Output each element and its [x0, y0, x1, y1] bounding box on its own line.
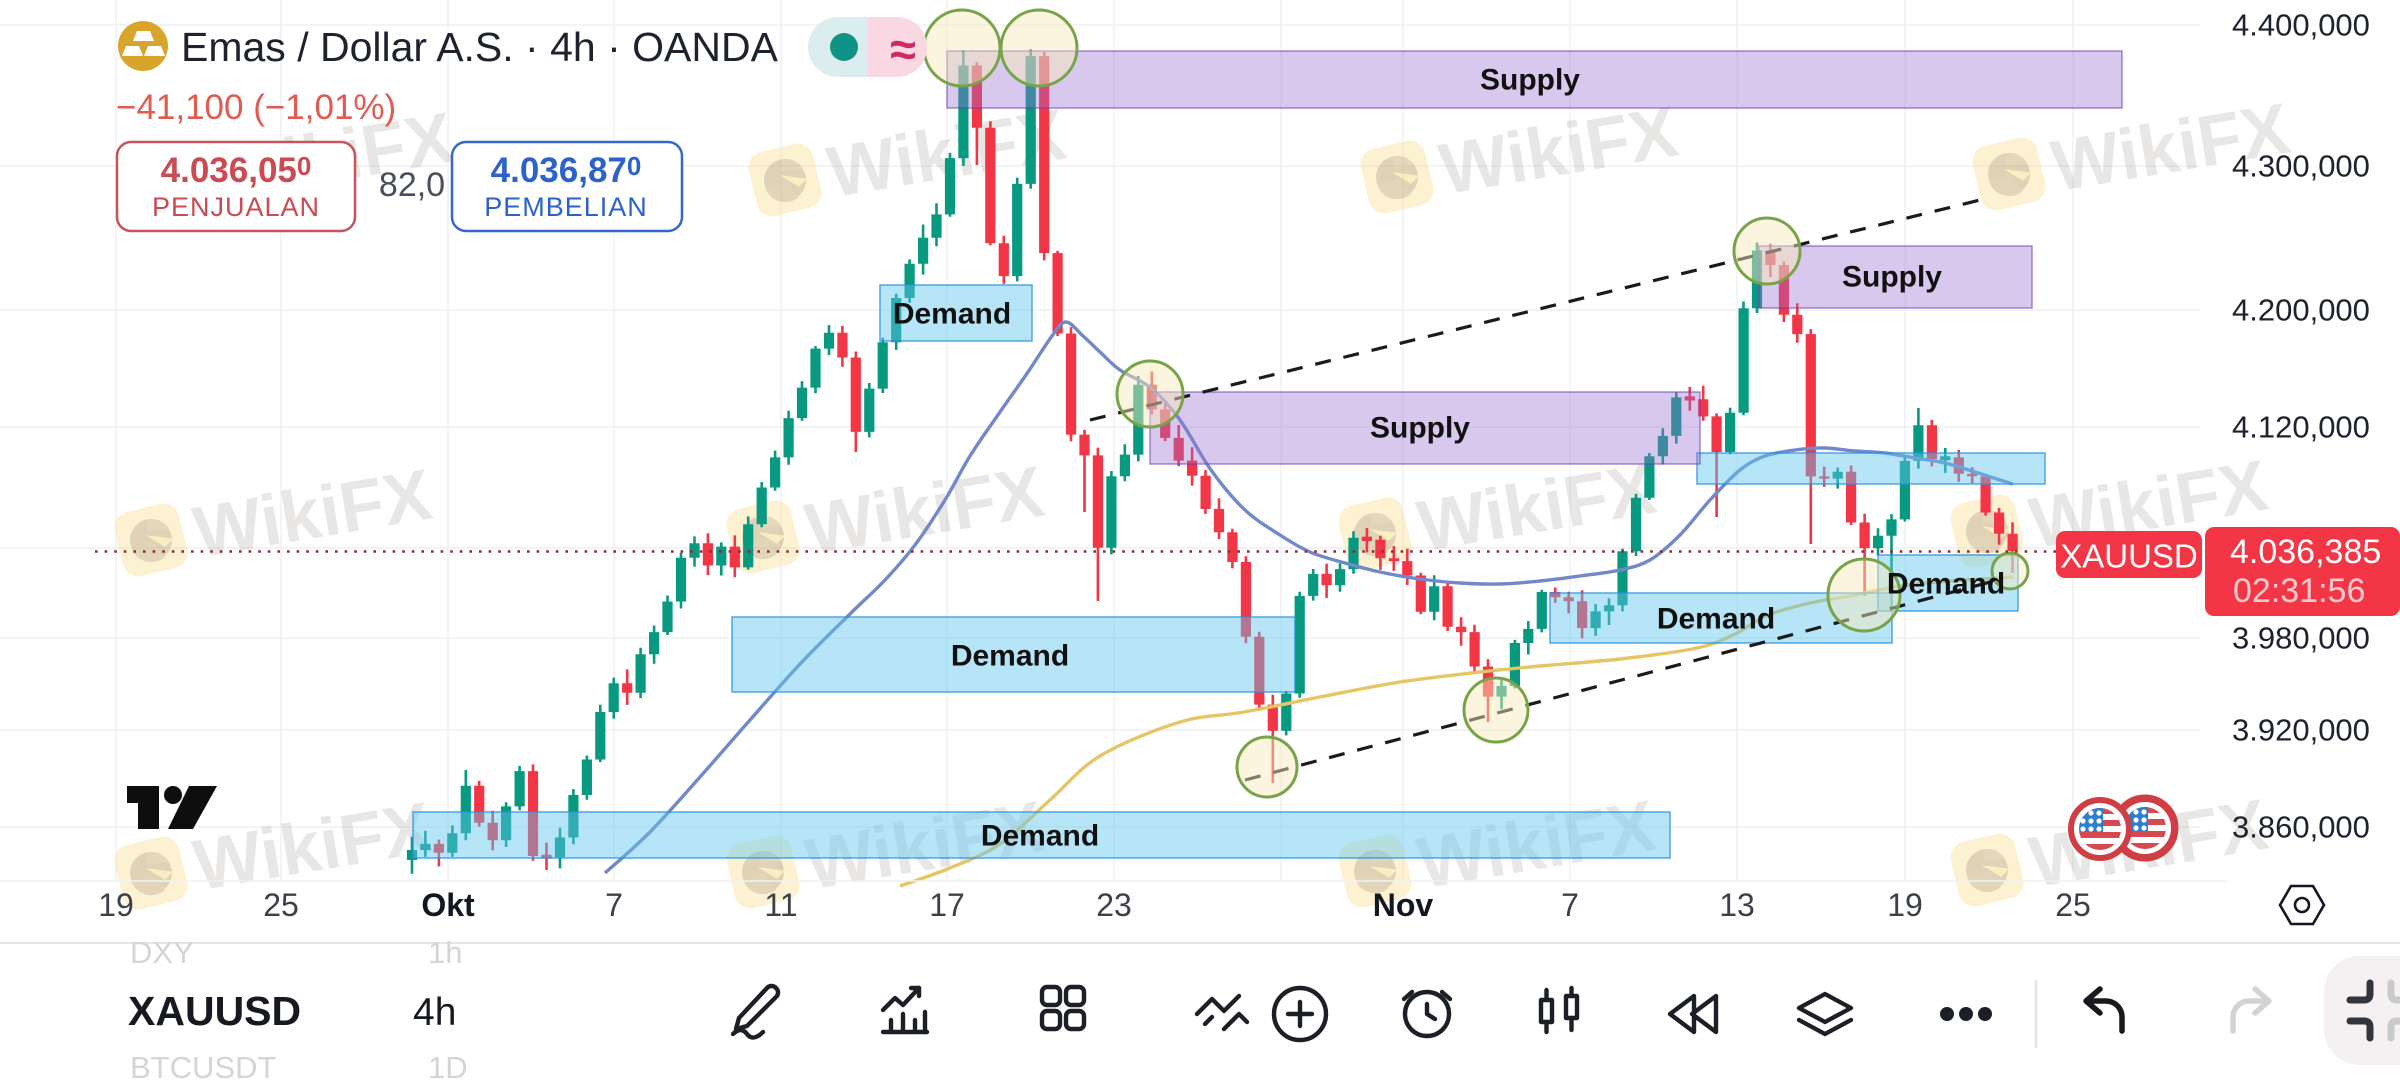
svg-text:13: 13: [1719, 887, 1755, 923]
svg-text:3.860,000: 3.860,000: [2232, 810, 2370, 845]
svg-text:25: 25: [263, 887, 299, 923]
svg-text:4.400,000: 4.400,000: [2232, 8, 2370, 43]
svg-text:82,0: 82,0: [379, 166, 445, 204]
svg-text:3.980,000: 3.980,000: [2232, 621, 2370, 656]
svg-text:4.036,050: 4.036,050: [161, 151, 312, 190]
svg-text:Demand: Demand: [981, 820, 1099, 853]
svg-text:1D: 1D: [428, 1050, 468, 1080]
svg-text:Demand: Demand: [893, 298, 1011, 331]
svg-text:4h: 4h: [413, 991, 456, 1034]
svg-text:4.036,870: 4.036,870: [491, 151, 642, 190]
svg-text:4.036,385: 4.036,385: [2230, 533, 2381, 571]
svg-text:Nov: Nov: [1373, 887, 1434, 923]
svg-text:Demand: Demand: [951, 640, 1069, 673]
svg-text:PENJUALAN: PENJUALAN: [152, 192, 320, 222]
svg-text:11: 11: [764, 887, 797, 923]
svg-text:4.120,000: 4.120,000: [2232, 410, 2370, 445]
svg-text:7: 7: [605, 887, 623, 923]
svg-text:Supply: Supply: [1480, 64, 1580, 97]
svg-text:DXY: DXY: [130, 935, 194, 970]
svg-text:Demand: Demand: [1657, 603, 1775, 636]
svg-text:19: 19: [1887, 887, 1923, 923]
svg-text:BTCUSDT: BTCUSDT: [130, 1050, 276, 1080]
svg-text:≈: ≈: [890, 23, 916, 76]
svg-text:Demand: Demand: [1887, 568, 2005, 601]
svg-text:XAUUSD: XAUUSD: [2060, 538, 2198, 575]
svg-text:02:31:56: 02:31:56: [2233, 572, 2365, 610]
svg-text:−41,100 (−1,01%): −41,100 (−1,01%): [116, 88, 396, 127]
svg-text:Okt: Okt: [421, 887, 475, 923]
svg-text:Emas / Dollar A.S. · 4h · OAND: Emas / Dollar A.S. · 4h · OANDA: [181, 24, 779, 70]
svg-text:4.300,000: 4.300,000: [2232, 149, 2370, 184]
svg-text:25: 25: [2055, 887, 2091, 923]
svg-text:1h: 1h: [428, 935, 462, 970]
svg-text:19: 19: [98, 887, 134, 923]
svg-text:Supply: Supply: [1842, 261, 1942, 294]
svg-text:7: 7: [1561, 887, 1579, 923]
svg-text:17: 17: [929, 887, 965, 923]
svg-text:PEMBELIAN: PEMBELIAN: [484, 192, 648, 222]
svg-text:XAUUSD: XAUUSD: [128, 988, 301, 1034]
svg-text:3.920,000: 3.920,000: [2232, 713, 2370, 748]
svg-text:4.200,000: 4.200,000: [2232, 293, 2370, 328]
svg-text:23: 23: [1096, 887, 1132, 923]
svg-text:Supply: Supply: [1370, 412, 1470, 445]
